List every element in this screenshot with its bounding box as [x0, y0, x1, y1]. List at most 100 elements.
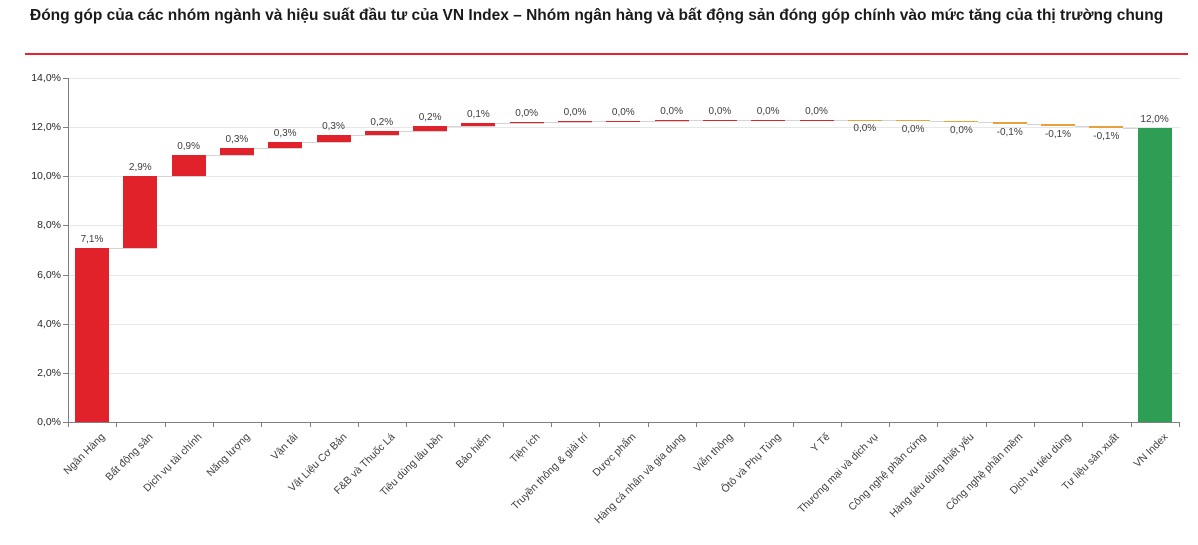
waterfall-connector [495, 123, 544, 125]
bar-value-label: 0,0% [611, 106, 635, 118]
y-axis-tick [63, 323, 68, 325]
bar [123, 176, 158, 248]
bar-value-label: 12,0% [1140, 113, 1169, 125]
gridline [69, 225, 1180, 227]
bar [896, 120, 931, 121]
bar-value-label: 0,0% [708, 106, 732, 118]
x-axis-tick [695, 423, 697, 427]
y-tick-label: 10,0% [31, 170, 61, 183]
y-tick-label: 2,0% [37, 366, 61, 379]
gridline [69, 274, 1180, 276]
bar [847, 119, 882, 121]
bar [1137, 127, 1172, 422]
bar [944, 120, 979, 122]
waterfall-connector [109, 247, 158, 249]
x-axis-tick [551, 423, 552, 427]
waterfall-chart: 0,0% 2,0% 4,0% 6,0% 8,0% 10,0% 12,0% 14,0% 7,1% N… [0, 60, 1198, 545]
bar [702, 120, 737, 121]
y-axis-tick [63, 372, 68, 374]
bar [1089, 125, 1124, 128]
gridline [69, 323, 1180, 325]
bar [751, 119, 786, 121]
x-axis-tick [792, 423, 794, 427]
bar-value-label: 0,2% [418, 112, 442, 124]
y-tick-label: 12,0% [31, 121, 61, 134]
x-axis-tick [647, 423, 649, 427]
bar [606, 120, 641, 122]
bar [992, 121, 1027, 124]
bar [364, 130, 399, 136]
bar-value-label: 0,2% [370, 116, 394, 128]
bar-value-label: 0,0% [756, 105, 780, 117]
x-axis-tick [985, 423, 987, 427]
bar [461, 123, 496, 127]
chart-title: Đóng góp của các nhóm ngành và hiệu suất… [30, 7, 1164, 24]
bar [219, 148, 254, 155]
y-axis-tick [63, 225, 68, 227]
bar-value-label: 7,1% [80, 233, 104, 245]
y-axis-tick [63, 274, 68, 276]
waterfall-connector [688, 120, 737, 122]
bar-value-label: 0,0% [853, 123, 877, 135]
x-axis-tick [116, 423, 118, 427]
bar [75, 247, 109, 422]
waterfall-connector [736, 120, 786, 122]
bar [268, 141, 303, 148]
bar [316, 135, 351, 142]
x-axis-tick [599, 423, 601, 427]
x-axis-tick [889, 423, 891, 427]
waterfall-connector [157, 176, 206, 178]
bar [654, 120, 689, 121]
gridline [69, 176, 1180, 178]
bar [1041, 123, 1075, 126]
y-tick-label: 4,0% [37, 317, 61, 330]
bar [171, 154, 206, 177]
y-tick-label: 0,0% [37, 416, 61, 428]
x-axis-tick [406, 423, 408, 427]
x-axis-line [63, 422, 1180, 423]
x-axis-tick [164, 423, 166, 427]
bar-value-label: 0,0% [660, 106, 683, 118]
x-axis-tick [502, 423, 504, 427]
gridline [69, 372, 1180, 374]
bar-value-label: 0,3% [273, 127, 297, 139]
y-tick-label: 8,0% [37, 219, 61, 232]
bar-value-label: 0,3% [322, 121, 345, 133]
x-axis-tick [1130, 423, 1132, 427]
waterfall-connector [350, 135, 399, 137]
y-axis-line [68, 78, 69, 422]
x-axis-tick [1034, 423, 1035, 427]
waterfall-connector [640, 120, 689, 122]
x-axis-tick [1178, 423, 1180, 427]
gridline [69, 127, 1180, 129]
bar-value-label: -0,1% [1044, 128, 1072, 140]
bar-value-label: 0,0% [949, 124, 973, 136]
bar [558, 121, 592, 122]
bar [509, 121, 544, 124]
bar-value-label: 0,9% [177, 140, 200, 152]
gridline [69, 78, 1180, 79]
y-axis-tick [63, 176, 68, 178]
bar-value-label: 0,1% [466, 109, 490, 121]
x-axis-tick [309, 423, 311, 427]
waterfall-connector [398, 130, 448, 132]
waterfall-connector [543, 121, 592, 123]
x-axis-tick [937, 423, 939, 427]
x-axis-tick [68, 423, 69, 427]
waterfall-connector [592, 121, 641, 122]
waterfall-connector [205, 154, 254, 156]
y-tick-label: 14,0% [31, 72, 61, 84]
y-axis-tick [63, 78, 68, 79]
bar [413, 126, 448, 131]
bar-value-label: 0,0% [515, 107, 539, 119]
x-axis-tick [1082, 423, 1084, 427]
bar-value-label: 0,3% [225, 134, 249, 146]
x-axis-tick [840, 423, 842, 427]
bar-value-label: 2,9% [128, 162, 152, 174]
x-axis-tick [454, 423, 456, 427]
x-axis-tick [357, 423, 359, 427]
y-tick-label: 6,0% [37, 268, 61, 281]
x-axis-tick [744, 423, 746, 427]
waterfall-connector [447, 126, 496, 128]
bar-value-label: 0,0% [901, 123, 925, 135]
